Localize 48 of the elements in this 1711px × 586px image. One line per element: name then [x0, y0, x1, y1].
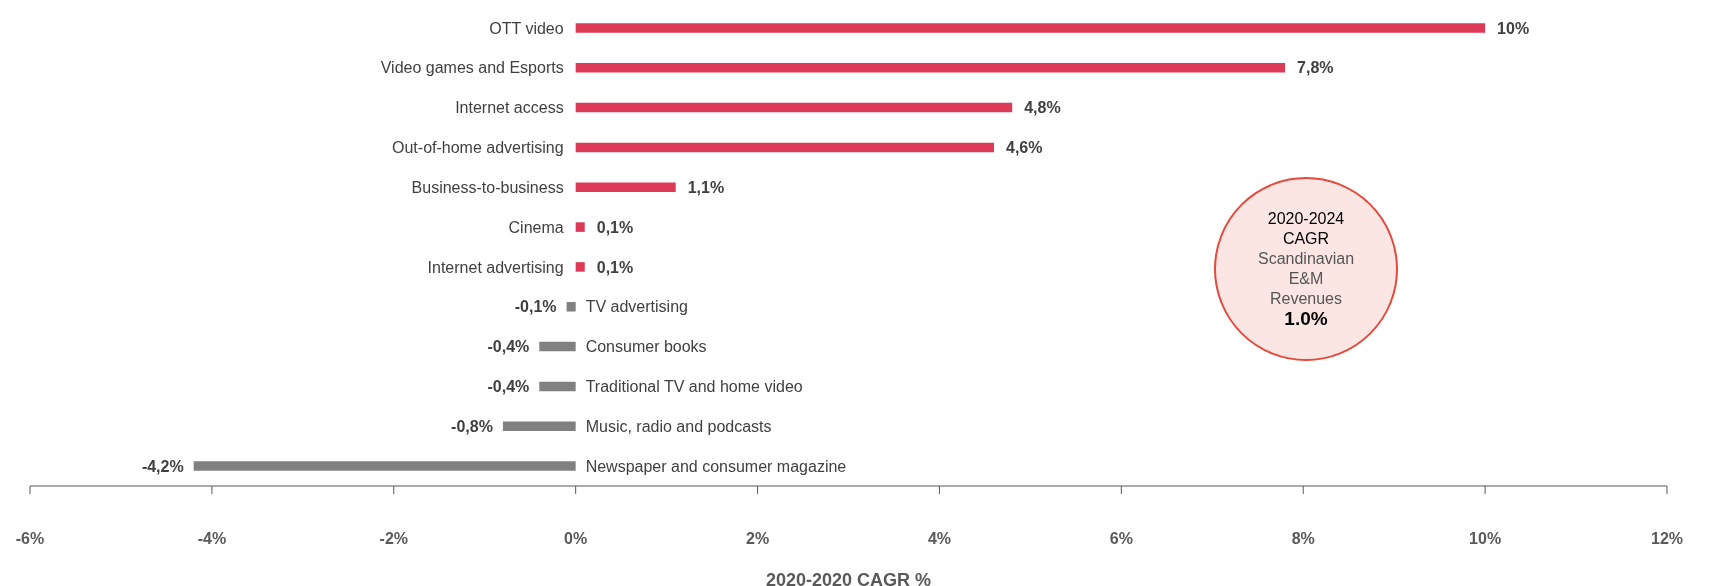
bar — [575, 62, 1286, 73]
bar — [575, 222, 585, 232]
data-label: 1,1% — [687, 178, 725, 196]
annotation: 2020-2024 CAGR Scandinavian E&M Revenues 1.0% — [1257, 209, 1355, 329]
x-tick-label: 12% — [1650, 530, 1684, 547]
y-tick-label: Cinema — [508, 218, 564, 236]
y-tick-label: Internet advertising — [427, 258, 564, 276]
data-label: 0,1% — [596, 218, 634, 236]
bar — [566, 301, 576, 312]
x-tick-label: -4% — [197, 530, 227, 547]
data-label: -0,4% — [487, 338, 530, 356]
x-tick-label: 2% — [745, 530, 770, 547]
x-tick-label: -2% — [379, 530, 408, 547]
bar — [575, 142, 995, 153]
y-tick-label: OTT video — [489, 19, 564, 37]
x-tick-label: 10% — [1469, 530, 1502, 547]
x-tick-label: 8% — [1291, 530, 1315, 547]
bar — [575, 23, 1486, 33]
bar — [539, 381, 576, 392]
data-label: 4,6% — [1006, 139, 1043, 157]
y-tick-label: Internet access — [455, 99, 564, 117]
data-label: -4,2% — [141, 457, 184, 475]
y-tick-label: Traditional TV and home video — [585, 378, 803, 396]
bar — [575, 102, 1013, 113]
y-tick-label: Out-of-home advertising — [392, 139, 564, 157]
x-axis-title: 2020-2020 CAGR % — [765, 570, 932, 586]
bar — [193, 461, 576, 471]
y-tick-label: Newspaper and consumer magazine — [585, 457, 847, 475]
bar — [575, 182, 676, 193]
bar — [539, 341, 576, 352]
bar — [502, 421, 576, 432]
x-tick-label: 4% — [927, 530, 952, 547]
data-label: 0,1% — [596, 258, 634, 276]
x-tick-label: -6% — [15, 530, 45, 547]
data-label: -0,8% — [451, 417, 493, 435]
data-label: -0,1% — [514, 298, 557, 316]
y-tick-label: Consumer books — [585, 338, 707, 356]
y-tick-label: Video games and Esports — [380, 59, 564, 77]
data-label: -0,4% — [487, 378, 530, 396]
data-label: 4,8% — [1024, 99, 1061, 117]
data-label: 10% — [1497, 19, 1530, 37]
x-tick-label: 0% — [564, 530, 588, 547]
bar — [575, 262, 585, 272]
y-tick-label: Music, radio and podcasts — [585, 417, 772, 435]
data-label: 7,8% — [1297, 59, 1334, 77]
y-tick-label: Business-to-business — [411, 178, 564, 196]
x-tick-label: 6% — [1109, 530, 1133, 547]
y-tick-label: TV advertising — [585, 298, 688, 316]
